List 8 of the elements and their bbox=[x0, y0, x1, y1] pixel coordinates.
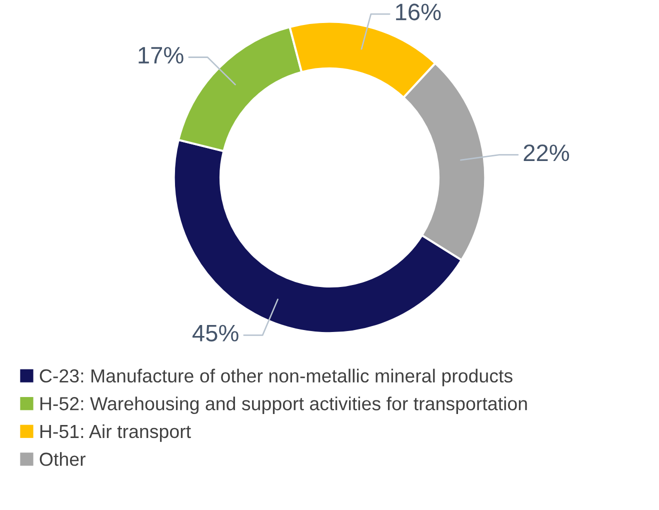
data-label: 45% bbox=[192, 324, 238, 342]
data-label: 16% bbox=[396, 4, 441, 20]
legend-label: C-23: Manufacture of other non-metallic mineral products bbox=[40, 368, 512, 386]
data-label: 17% bbox=[138, 46, 184, 64]
legend-label: Other bbox=[40, 452, 86, 466]
legend-label: H-51: Air transport bbox=[40, 424, 191, 442]
data-label: 22% bbox=[524, 144, 570, 162]
legend-label: H-52: Warehousing and support activities for transportation bbox=[40, 396, 527, 414]
